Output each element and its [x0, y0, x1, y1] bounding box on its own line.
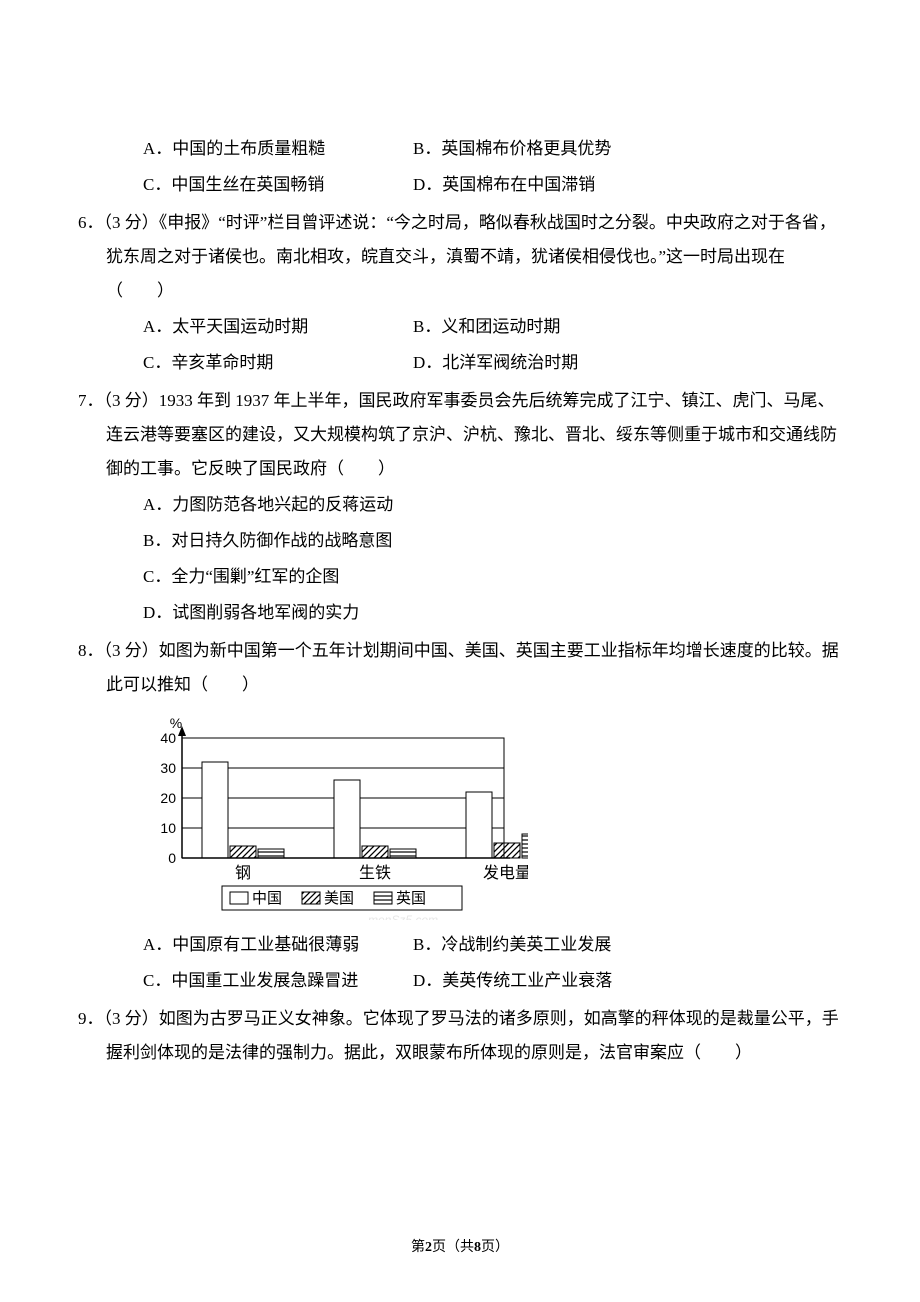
q5-option-c: C．中国生丝在英国畅销	[143, 168, 413, 202]
question-9: 9．（3 分）如图为古罗马正义女神象。它体现了罗马法的诸多原则，如高擎的秤体现的…	[78, 1002, 842, 1070]
svg-text:30: 30	[160, 760, 176, 776]
q6-option-b: B．义和团运动时期	[413, 310, 842, 344]
footer-suffix: 页）	[481, 1240, 509, 1255]
question-8: 8．（3 分）如图为新中国第一个五年计划期间中国、美国、英国主要工业指标年均增长…	[78, 634, 842, 998]
q7-option-b: B．对日持久防御作战的战略意图	[78, 524, 842, 558]
q8-chart-container: 0 10 20 30 40% 钢 生铁 发电量中国 美国 英国 menSz5.com	[78, 710, 842, 920]
svg-text:钢: 钢	[235, 864, 251, 882]
question-7: 7．（3 分）1933 年到 1937 年上半年，国民政府军事委员会先后统筹完成…	[78, 384, 842, 630]
q7-option-c: C．全力“围剿”红军的企图	[78, 560, 842, 594]
question-6: 6．（3 分）《申报》“时评”栏目曾评述说：“今之时局，略似春秋战国时之分裂。中…	[78, 206, 842, 380]
q6-options-row-1: A．太平天国运动时期 B．义和团运动时期	[78, 310, 842, 344]
q8-bar-chart: 0 10 20 30 40% 钢 生铁 发电量中国 美国 英国 menSz5.com	[138, 710, 528, 920]
q5-option-a: A．中国的土布质量粗糙	[143, 132, 413, 166]
q6-options-row-2: C．辛亥革命时期 D．北洋军阀统治时期	[78, 346, 842, 380]
q8-option-b: B．冷战制约美英工业发展	[413, 928, 842, 962]
q5-option-d: D．英国棉布在中国滞销	[413, 168, 842, 202]
q6-text: 6．（3 分）《申报》“时评”栏目曾评述说：“今之时局，略似春秋战国时之分裂。中…	[78, 206, 842, 308]
svg-text:40: 40	[160, 730, 176, 746]
q8-options-row-1: A．中国原有工业基础很薄弱 B．冷战制约美英工业发展	[78, 928, 842, 962]
footer-prefix: 第	[411, 1240, 425, 1255]
q8-option-d: D．美英传统工业产业衰落	[413, 964, 842, 998]
q8-option-a: A．中国原有工业基础很薄弱	[143, 928, 413, 962]
footer-mid: 页（共	[432, 1240, 474, 1255]
svg-text:%: %	[170, 715, 182, 731]
svg-text:0: 0	[168, 850, 176, 866]
q7-option-d: D．试图削弱各地军阀的实力	[78, 596, 842, 630]
svg-text:menSz5.com: menSz5.com	[368, 913, 438, 920]
svg-text:生铁: 生铁	[359, 864, 391, 882]
q5-options-row-1: A．中国的土布质量粗糙 B．英国棉布价格更具优势	[78, 132, 842, 166]
footer-page: 2	[425, 1240, 432, 1255]
q7-text: 7．（3 分）1933 年到 1937 年上半年，国民政府军事委员会先后统筹完成…	[78, 384, 842, 486]
q8-text: 8．（3 分）如图为新中国第一个五年计划期间中国、美国、英国主要工业指标年均增长…	[78, 634, 842, 702]
page-footer: 第2页（共8页）	[0, 1234, 920, 1262]
q9-text: 9．（3 分）如图为古罗马正义女神象。它体现了罗马法的诸多原则，如高擎的秤体现的…	[78, 1002, 842, 1070]
svg-text:10: 10	[160, 820, 176, 836]
svg-text:中国: 中国	[252, 890, 282, 907]
svg-text:英国: 英国	[396, 889, 426, 907]
q6-option-a: A．太平天国运动时期	[143, 310, 413, 344]
q6-option-c: C．辛亥革命时期	[143, 346, 413, 380]
q5-option-b: B．英国棉布价格更具优势	[413, 132, 842, 166]
q6-option-d: D．北洋军阀统治时期	[413, 346, 842, 380]
footer-total: 8	[474, 1240, 481, 1255]
q8-options-row-2: C．中国重工业发展急躁冒进 D．美英传统工业产业衰落	[78, 964, 842, 998]
svg-text:美国: 美国	[324, 890, 354, 907]
svg-text:发电量: 发电量	[483, 864, 528, 882]
q5-options-row-2: C．中国生丝在英国畅销 D．英国棉布在中国滞销	[78, 168, 842, 202]
svg-text:20: 20	[160, 790, 176, 806]
q8-option-c: C．中国重工业发展急躁冒进	[143, 964, 413, 998]
q7-option-a: A．力图防范各地兴起的反蒋运动	[78, 488, 842, 522]
